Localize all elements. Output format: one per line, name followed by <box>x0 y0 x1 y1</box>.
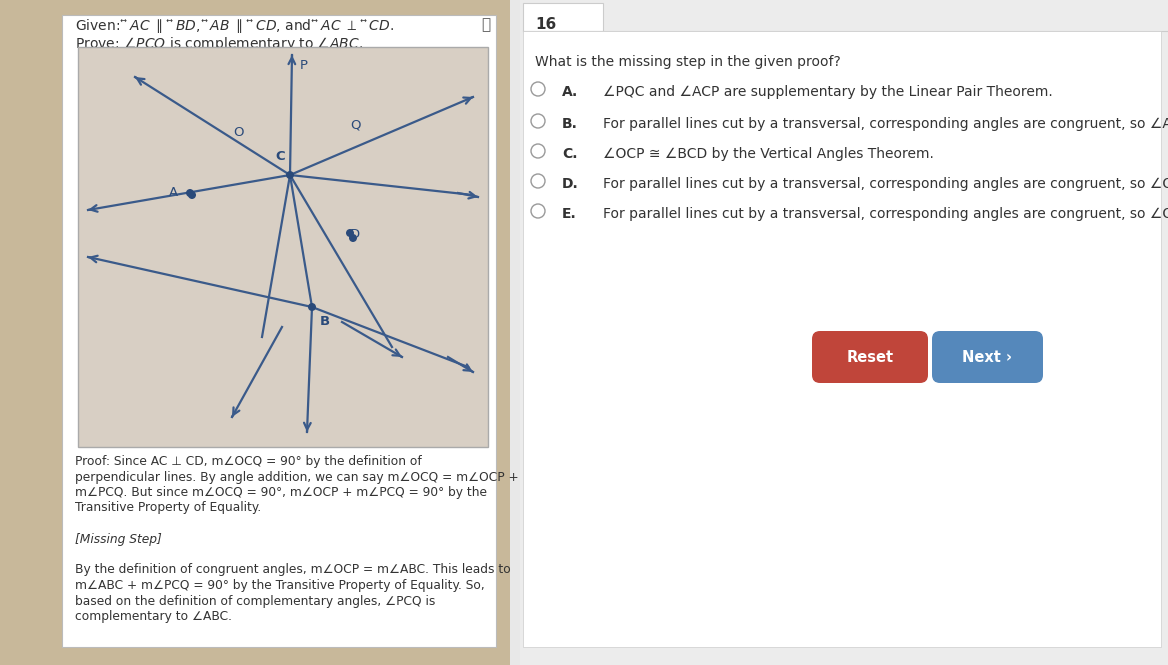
Text: A.: A. <box>562 85 578 99</box>
FancyBboxPatch shape <box>932 331 1043 383</box>
Text: E.: E. <box>562 207 577 221</box>
Circle shape <box>308 303 317 311</box>
Text: [Missing Step]: [Missing Step] <box>75 533 161 545</box>
Text: D: D <box>350 229 360 241</box>
Circle shape <box>346 229 354 237</box>
Text: ∠PQC and ∠ACP are supplementary by the Linear Pair Theorem.: ∠PQC and ∠ACP are supplementary by the L… <box>603 85 1052 99</box>
Text: O: O <box>232 126 243 140</box>
Text: C.: C. <box>562 147 577 161</box>
Text: ⤢: ⤢ <box>481 17 491 32</box>
Text: A: A <box>169 186 178 198</box>
Text: based on the definition of complementary angles, ∠PCQ is: based on the definition of complementary… <box>75 595 436 608</box>
Text: m∠ABC + m∠PCQ = 90° by the Transitive Property of Equality. So,: m∠ABC + m∠PCQ = 90° by the Transitive Pr… <box>75 579 485 592</box>
Polygon shape <box>510 0 1168 665</box>
Text: Prove: $\angle PCQ$ is complementary to $\angle ABC$.: Prove: $\angle PCQ$ is complementary to … <box>75 35 363 53</box>
Text: D.: D. <box>562 177 579 191</box>
Text: For parallel lines cut by a transversal, corresponding angles are congruent, so : For parallel lines cut by a transversal,… <box>603 117 1168 131</box>
FancyBboxPatch shape <box>520 0 1168 665</box>
Text: Given: $\overleftrightarrow{AC}$ $\parallel$ $\overleftrightarrow{BD}$, $\overle: Given: $\overleftrightarrow{AC}$ $\paral… <box>75 17 394 35</box>
Text: Q: Q <box>350 118 361 132</box>
Text: perpendicular lines. By angle addition, we can say m∠OCQ = m∠OCP +: perpendicular lines. By angle addition, … <box>75 471 519 483</box>
Circle shape <box>188 191 196 199</box>
FancyBboxPatch shape <box>523 31 1161 647</box>
FancyBboxPatch shape <box>78 47 488 447</box>
Text: B.: B. <box>562 117 578 131</box>
Text: P: P <box>300 59 308 72</box>
Text: Proof: Since AC ⊥ CD, m∠OCQ = 90° by the definition of: Proof: Since AC ⊥ CD, m∠OCQ = 90° by the… <box>75 455 422 468</box>
Circle shape <box>186 189 194 197</box>
Text: Reset: Reset <box>847 350 894 364</box>
Text: Transitive Property of Equality.: Transitive Property of Equality. <box>75 501 262 515</box>
Text: By the definition of congruent angles, m∠OCP = m∠ABC. This leads to: By the definition of congruent angles, m… <box>75 563 510 577</box>
FancyBboxPatch shape <box>523 3 603 31</box>
Text: B: B <box>320 315 331 328</box>
Text: For parallel lines cut by a transversal, corresponding angles are congruent, so : For parallel lines cut by a transversal,… <box>603 207 1168 221</box>
FancyBboxPatch shape <box>62 15 496 647</box>
Text: What is the missing step in the given proof?: What is the missing step in the given pr… <box>535 55 841 69</box>
FancyBboxPatch shape <box>812 331 929 383</box>
Text: m∠PCQ. But since m∠OCQ = 90°, m∠OCP + m∠PCQ = 90° by the: m∠PCQ. But since m∠OCQ = 90°, m∠OCP + m∠… <box>75 486 487 499</box>
Polygon shape <box>0 0 510 665</box>
Text: For parallel lines cut by a transversal, corresponding angles are congruent, so : For parallel lines cut by a transversal,… <box>603 177 1168 191</box>
Text: Next ›: Next › <box>962 350 1011 364</box>
Circle shape <box>349 234 357 242</box>
Text: C: C <box>276 150 285 163</box>
Text: ∠OCP ≅ ∠BCD by the Vertical Angles Theorem.: ∠OCP ≅ ∠BCD by the Vertical Angles Theor… <box>603 147 934 161</box>
Circle shape <box>286 171 294 179</box>
Text: 16: 16 <box>535 17 556 32</box>
Text: complementary to ∠ABC.: complementary to ∠ABC. <box>75 610 232 623</box>
